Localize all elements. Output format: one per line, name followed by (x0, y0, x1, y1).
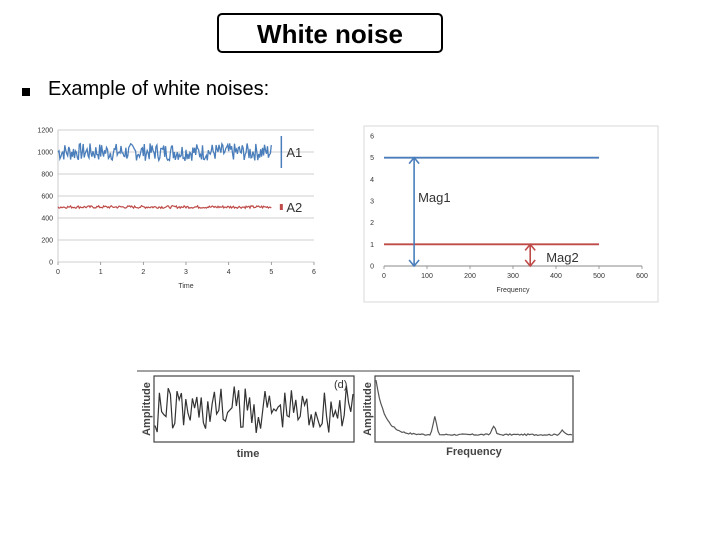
noise-signal-line (154, 385, 354, 433)
x-tick-label: 0 (382, 273, 386, 280)
y-tick-label: 3 (370, 199, 374, 206)
series-label-mag2: Mag2 (546, 250, 579, 265)
y-tick-label: 200 (41, 238, 53, 245)
series-label-a1: A1 (286, 145, 302, 160)
bullet-text: Example of white noises: (48, 78, 270, 100)
noise-time-plot: (d) Amplitude time (141, 375, 355, 460)
x-tick-label: 0 (56, 269, 60, 276)
y-tick-label: 2 (370, 220, 374, 227)
x-tick-label: 6 (312, 269, 316, 276)
y-axis-label: Amplitude (141, 382, 153, 436)
chart-border (363, 125, 659, 303)
x-axis-label: time (237, 448, 260, 460)
y-tick-label: 4 (370, 177, 374, 184)
x-tick-labels: 0 100 200 300 400 500 600 (382, 266, 648, 280)
y-tick-label: 0 (49, 260, 53, 267)
spectrum-line (375, 379, 573, 437)
x-tick-label: 5 (269, 269, 273, 276)
bullet-marker (22, 88, 30, 96)
x-tick-label: 400 (550, 273, 562, 280)
magnitude-arrow-mag2 (524, 243, 536, 268)
x-tick-label: 300 (507, 273, 519, 280)
noise-spectrum-plot: Amplitude Frequency (362, 375, 574, 458)
arrow-head-bottom (524, 259, 536, 268)
y-tick-label: 400 (41, 216, 53, 223)
x-axis-label: Frequency (496, 287, 530, 294)
y-tick-label: 5 (370, 155, 374, 162)
series-line-a2 (57, 204, 272, 210)
x-tick-label: 3 (184, 269, 188, 276)
frequency-chart: 0 1 2 3 4 5 6 0 100 200 300 400 500 600 Mag1 Mag2 Fr… (363, 125, 659, 303)
y-tick-label: 1 (370, 242, 374, 249)
x-axis-label: Time (178, 283, 193, 290)
series-label-a2: A2 (286, 200, 302, 215)
y-tick-label: 1200 (37, 128, 53, 135)
panel-tag: (d) (334, 379, 347, 391)
series-label-mag1: Mag1 (418, 190, 451, 205)
magnitude-arrow-mag1 (408, 156, 420, 268)
plot-frame (374, 375, 574, 443)
y-tick-label: 800 (41, 172, 53, 179)
time-chart: 0 200 400 600 800 1000 1200 0 1 2 3 4 5 6 A1 A2 Time (37, 128, 316, 291)
plot-frame (153, 375, 355, 443)
x-tick-label: 100 (421, 273, 433, 280)
x-tick-label: 2 (141, 269, 145, 276)
y-tick-label: 6 (370, 134, 374, 141)
y-tick-label: 0 (370, 264, 374, 271)
x-axis-label: Frequency (446, 446, 503, 458)
x-tick-labels: 0 1 2 3 4 5 6 (56, 262, 316, 276)
y-tick-labels: 0 1 2 3 4 5 6 (370, 134, 374, 271)
x-tick-label: 1 (99, 269, 103, 276)
x-tick-label: 200 (464, 273, 476, 280)
slide-title: White noise (217, 13, 443, 53)
y-tick-label: 1000 (37, 150, 53, 157)
y-axis-label: Amplitude (362, 382, 374, 436)
y-tick-labels: 0 200 400 600 800 1000 1200 (37, 128, 53, 267)
x-tick-label: 600 (636, 273, 648, 280)
arrow-head-bottom (408, 259, 420, 268)
x-tick-label: 500 (593, 273, 605, 280)
y-tick-label: 600 (41, 194, 53, 201)
series-line-a1 (57, 141, 272, 163)
figure-top-rule (137, 370, 580, 372)
x-tick-label: 4 (227, 269, 231, 276)
arrow-head-top (408, 156, 420, 165)
arrow-head-top (524, 243, 536, 251)
